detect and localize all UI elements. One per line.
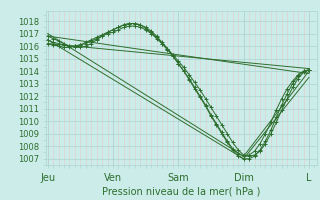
X-axis label: Pression niveau de la mer( hPa ): Pression niveau de la mer( hPa ) [102, 187, 261, 197]
